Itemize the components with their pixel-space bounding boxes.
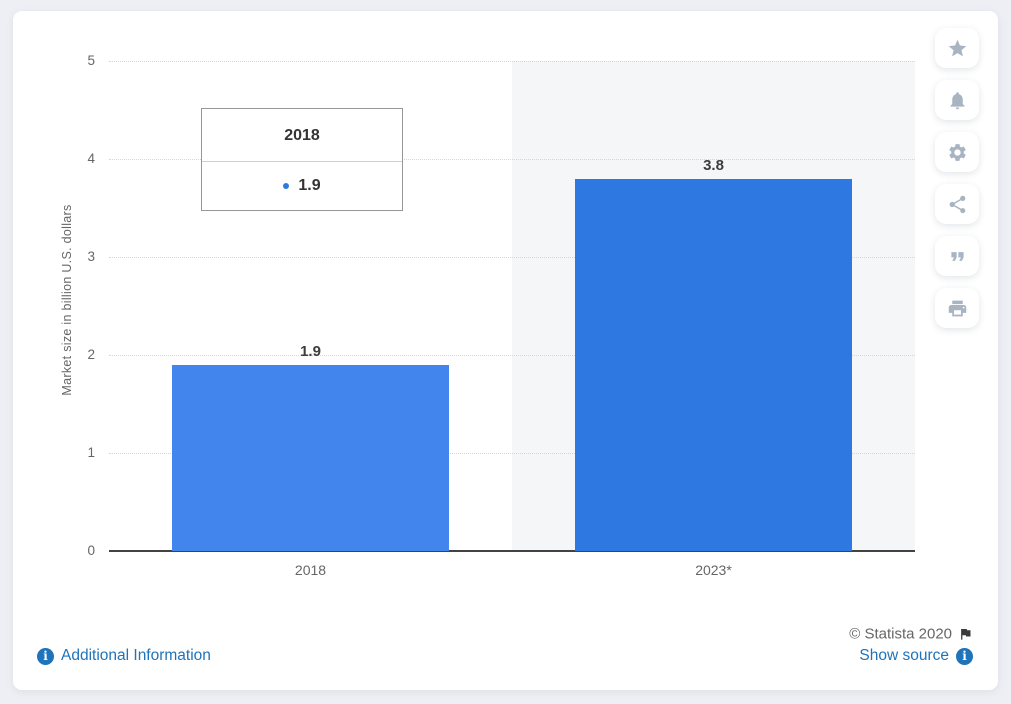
action-toolbar bbox=[935, 11, 979, 341]
bar-2023[interactable] bbox=[575, 178, 852, 551]
quote-icon bbox=[947, 246, 968, 267]
tooltip-title: 2018 bbox=[202, 109, 402, 162]
tooltip-body: 1.9 bbox=[202, 162, 402, 210]
gridline bbox=[109, 257, 915, 258]
x-tick-label: 2023* bbox=[695, 562, 732, 578]
x-axis-line bbox=[109, 550, 915, 552]
bar-2018[interactable] bbox=[172, 364, 449, 551]
y-axis-title: Market size in billion U.S. dollars bbox=[60, 204, 74, 396]
gridline bbox=[109, 355, 915, 356]
info-icon bbox=[37, 647, 54, 665]
additional-information-label: Additional Information bbox=[61, 647, 211, 664]
print-button[interactable] bbox=[935, 288, 979, 328]
gridline bbox=[109, 453, 915, 454]
x-tick-label: 2018 bbox=[294, 562, 327, 578]
share-icon bbox=[947, 194, 968, 215]
cite-button[interactable] bbox=[935, 236, 979, 276]
gear-icon bbox=[947, 142, 968, 163]
copyright: © Statista 2020 bbox=[849, 626, 973, 643]
flag-icon bbox=[961, 629, 971, 640]
printer-icon bbox=[947, 298, 968, 319]
tooltip-value: 1.9 bbox=[298, 177, 321, 194]
chart-card: Market size in billion U.S. dollars 0 1 2 3… bbox=[13, 11, 998, 690]
y-tick-label: 3 bbox=[87, 249, 95, 264]
chart-tooltip: 2018 1.9 bbox=[201, 108, 403, 211]
bell-icon bbox=[947, 90, 968, 111]
y-tick-label: 4 bbox=[87, 151, 95, 166]
additional-information-link[interactable]: Additional Information bbox=[37, 646, 211, 666]
bar-value-label: 3.8 bbox=[703, 156, 724, 174]
gridline bbox=[109, 61, 915, 62]
show-source-label: Show source bbox=[859, 647, 949, 664]
y-tick-label: 0 bbox=[87, 543, 95, 558]
share-button[interactable] bbox=[935, 184, 979, 224]
star-icon bbox=[947, 38, 968, 59]
show-source-link[interactable]: Show source bbox=[859, 646, 973, 666]
y-tick-label: 5 bbox=[87, 53, 95, 68]
plot-area: 0 1 2 3 4 5 1.9 2018 3.8 2023* bbox=[87, 53, 915, 578]
y-tick-label: 2 bbox=[87, 347, 95, 362]
copyright-text: © Statista 2020 bbox=[849, 625, 952, 643]
favorite-button[interactable] bbox=[935, 28, 979, 68]
info-icon bbox=[956, 647, 973, 665]
settings-button[interactable] bbox=[935, 132, 979, 172]
bar-value-label: 1.9 bbox=[300, 342, 321, 360]
alert-button[interactable] bbox=[935, 80, 979, 120]
y-tick-label: 1 bbox=[87, 445, 95, 460]
gridline bbox=[109, 159, 915, 160]
series-marker-dot bbox=[283, 183, 290, 189]
